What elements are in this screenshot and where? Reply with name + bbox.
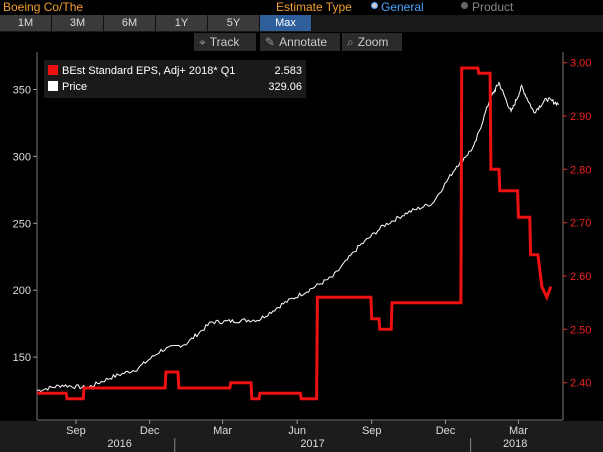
range-1y-button[interactable]: 1Y: [156, 15, 208, 31]
estimate-option-general[interactable]: General: [381, 0, 424, 14]
eps-swatch-icon: [48, 65, 58, 75]
legend-eps-label: BEst Standard EPS, Adj+ 2018* Q1: [62, 65, 236, 77]
estimate-type-label: Estimate Type: [276, 0, 352, 14]
general-radio-icon[interactable]: [371, 2, 378, 9]
price-swatch-icon: [48, 81, 58, 91]
estimate-option-product[interactable]: Product: [472, 0, 514, 14]
left-tick-label: 200: [13, 285, 31, 297]
left-tick-label: 350: [13, 84, 31, 96]
right-tick-label: 2.70: [570, 218, 591, 230]
product-radio-icon[interactable]: [461, 2, 468, 9]
range-6m-button[interactable]: 6M: [104, 15, 156, 31]
left-tick-label: 250: [13, 218, 31, 230]
chart-series: [36, 66, 560, 401]
crosshair-icon: ⌖: [199, 35, 206, 49]
eps-line: [37, 66, 553, 401]
chart-legend: BEst Standard EPS, Adj+ 2018* Q1 Price 2…: [44, 60, 306, 98]
right-tick-label: 2.40: [570, 378, 591, 390]
zoom-label: Zoom: [357, 35, 389, 49]
right-tick-label: 2.60: [570, 271, 591, 283]
security-title: Boeing Co/The: [3, 0, 84, 14]
right-tick-label: 2.50: [570, 324, 591, 336]
month-tick-label: Sep: [362, 425, 382, 437]
magnifier-icon: ⌕: [347, 35, 354, 49]
legend-eps-value: 2.583: [274, 65, 302, 77]
right-tick-label: 2.90: [570, 111, 591, 123]
annotate-button[interactable]: ✎ Annotate: [260, 33, 340, 51]
track-button[interactable]: ⌖ Track: [194, 33, 256, 51]
range-1m-button[interactable]: 1M: [0, 15, 52, 31]
left-tick-label: 150: [13, 352, 31, 364]
year-label: 2016: [107, 438, 131, 450]
year-label: 2018: [503, 438, 527, 450]
legend-eps: BEst Standard EPS, Adj+ 2018* Q1: [48, 64, 235, 78]
zoom-button[interactable]: ⌕ Zoom: [342, 33, 402, 51]
right-tick-label: 2.80: [570, 164, 591, 176]
right-tick-label: 3.00: [570, 58, 591, 70]
legend-price: Price: [48, 80, 87, 94]
month-tick-label: Dec: [140, 425, 160, 437]
month-tick-label: Mar: [213, 425, 232, 437]
track-label: Track: [209, 35, 240, 49]
header-bar: [0, 0, 603, 15]
month-tick-label: Mar: [509, 425, 528, 437]
left-tick-label: 300: [13, 151, 31, 163]
month-tick-label: Dec: [436, 425, 456, 437]
x-axis-band: [0, 421, 603, 452]
price-line: [36, 81, 560, 392]
pencil-icon: ✎: [265, 35, 276, 49]
legend-price-value: 329.06: [268, 81, 302, 93]
year-label: 2017: [300, 438, 324, 450]
range-5y-button[interactable]: 5Y: [208, 15, 260, 31]
range-3m-button[interactable]: 3M: [52, 15, 104, 31]
chart-axes: 150 200 250 300 350 2.40 2.50 2.60 2.70 2.80 2.90 3…: [0, 52, 603, 452]
month-tick-label: Jun: [288, 425, 306, 437]
annotate-label: Annotate: [279, 35, 328, 49]
range-max-button[interactable]: Max: [260, 15, 312, 31]
month-tick-label: Sep: [66, 425, 86, 437]
legend-price-label: Price: [62, 81, 88, 93]
